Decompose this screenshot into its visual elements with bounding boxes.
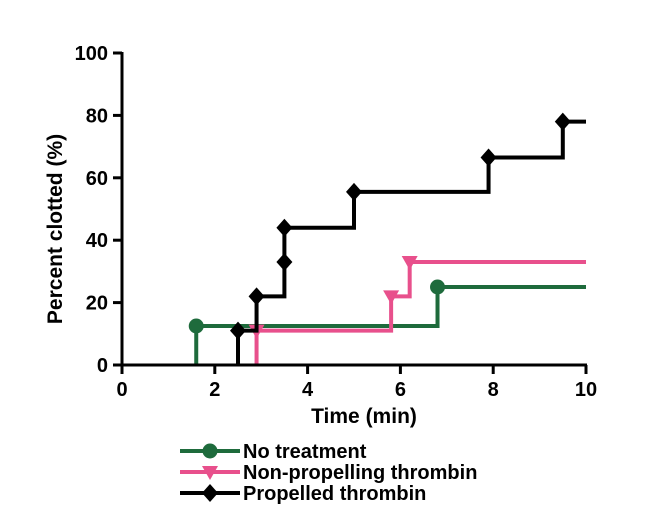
x-ticks: 0 2 4 6 8 10 <box>116 365 597 401</box>
data-point <box>480 148 497 167</box>
x-tick-label: 2 <box>209 379 220 401</box>
legend-label: Non-propelling thrombin <box>243 462 477 484</box>
series-line <box>194 285 586 365</box>
x-tick-label: 8 <box>488 379 499 401</box>
axes <box>120 52 587 367</box>
y-tick-label: 0 <box>97 355 108 377</box>
y-axis-title: Percent clotted (%) <box>44 134 67 324</box>
x-tick-label: 6 <box>395 379 406 401</box>
legend-item: Propelled thrombin <box>180 483 426 505</box>
legend-item: Non-propelling thrombin <box>180 462 477 484</box>
data-point <box>401 256 418 271</box>
series-line <box>236 119 586 365</box>
data-point <box>383 290 400 305</box>
data-point <box>188 318 204 334</box>
legend-marker <box>202 484 218 502</box>
x-axis-title: Time (min) <box>311 405 417 428</box>
x-tick-label: 0 <box>116 379 127 401</box>
data-point <box>554 112 571 131</box>
data-point <box>276 253 293 272</box>
y-tick-label: 100 <box>75 43 108 65</box>
x-tick-label: 10 <box>575 379 597 401</box>
data-point <box>248 287 265 306</box>
data-point <box>430 279 446 295</box>
y-ticks: 0 20 40 60 80 100 <box>75 43 122 377</box>
legend-marker <box>202 443 218 459</box>
series-propelled-thrombin <box>230 112 586 365</box>
legend-marker <box>202 466 218 480</box>
y-tick-label: 20 <box>86 293 108 315</box>
x-tick-label: 4 <box>302 379 314 401</box>
y-tick-label: 40 <box>86 230 108 252</box>
series-non-propelling-thrombin <box>248 256 586 365</box>
series-no-treatment <box>188 279 586 365</box>
legend-label: No treatment <box>243 441 367 463</box>
y-tick-label: 60 <box>86 168 108 190</box>
series-line <box>254 260 586 365</box>
data-point <box>230 321 246 340</box>
data-point <box>276 218 293 237</box>
y-tick-label: 80 <box>86 105 108 127</box>
legend-item: No treatment <box>180 441 367 463</box>
series-layer <box>188 112 586 365</box>
legend-label: Propelled thrombin <box>243 483 426 505</box>
data-point <box>346 182 362 201</box>
